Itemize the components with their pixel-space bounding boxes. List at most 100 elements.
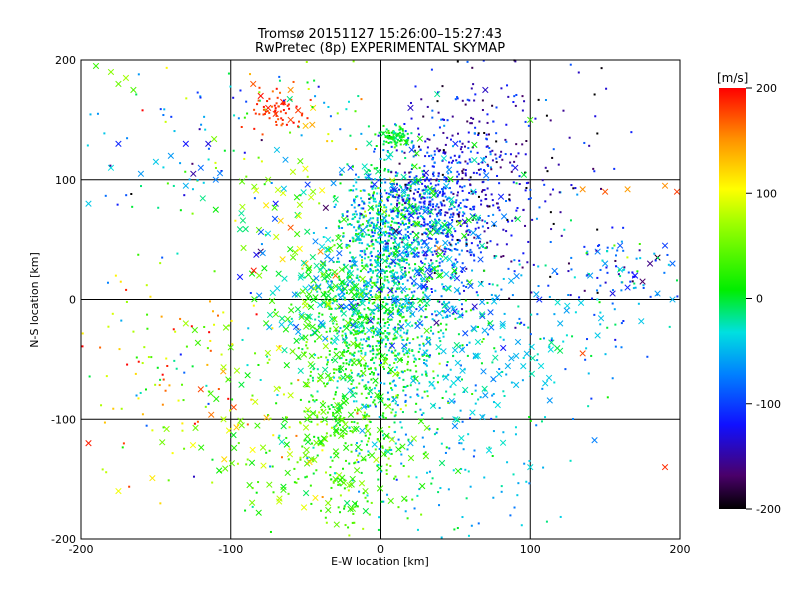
data-point-dot: [372, 347, 375, 350]
data-point-cross: [331, 338, 338, 346]
data-point-dot: [346, 276, 349, 279]
data-point-dot: [447, 172, 450, 175]
data-point-dot: [451, 216, 454, 219]
data-point-cross: [287, 246, 294, 253]
data-point-dot: [372, 401, 375, 404]
data-point-dot: [345, 345, 348, 348]
data-point-dot: [426, 471, 429, 474]
data-point-dot: [377, 463, 380, 466]
data-point-dot: [414, 203, 417, 206]
data-point-dot: [363, 281, 366, 284]
data-point-dot: [358, 304, 361, 307]
data-point-cross: [336, 242, 343, 250]
data-point-dot: [446, 233, 449, 236]
data-point-dot: [435, 431, 438, 434]
data-point-dot: [367, 271, 370, 274]
data-point-dot: [372, 327, 375, 330]
data-point-dot: [567, 294, 570, 297]
data-point-cross: [478, 298, 486, 306]
data-point-cross: [467, 282, 474, 290]
data-point-dot: [437, 91, 440, 94]
data-point-dot: [431, 116, 434, 119]
data-point-dot: [435, 260, 438, 263]
data-point-cross: [591, 437, 598, 444]
data-point-dot: [387, 192, 390, 195]
data-point-dot: [392, 207, 395, 210]
data-point-dot: [345, 108, 348, 111]
data-point-dot: [190, 325, 193, 328]
data-point-dot: [374, 255, 377, 258]
data-point-dot: [492, 430, 495, 433]
data-point-dot: [359, 250, 362, 253]
data-point-dot: [418, 145, 421, 148]
data-point-dot: [367, 405, 370, 408]
data-point-dot: [385, 302, 388, 305]
data-point-dot: [514, 426, 517, 429]
data-point-dot: [392, 131, 395, 134]
data-point-dot: [382, 416, 385, 419]
data-point-cross: [646, 260, 654, 267]
data-point-cross: [321, 416, 328, 423]
data-point-cross: [426, 246, 433, 254]
data-point-dot: [569, 294, 572, 297]
data-point-dot: [666, 253, 669, 256]
data-point-dot: [459, 364, 462, 367]
data-point-cross: [311, 456, 318, 463]
data-point-dot: [528, 482, 531, 485]
data-point-dot: [385, 358, 388, 361]
data-point-dot: [523, 100, 526, 103]
data-point-cross: [248, 459, 256, 466]
data-point-dot: [106, 281, 109, 284]
data-point-cross: [300, 259, 308, 267]
data-point-dot: [333, 434, 336, 437]
data-point-dot: [474, 93, 477, 96]
data-point-cross: [308, 194, 315, 201]
data-point-dot: [466, 225, 469, 228]
data-point-dot: [361, 331, 364, 334]
data-point-dot: [418, 488, 421, 491]
data-point-dot: [143, 346, 146, 349]
data-point-dot: [458, 204, 461, 207]
data-point-dot: [381, 430, 384, 433]
data-point-dot: [390, 452, 393, 455]
data-point-cross: [422, 249, 429, 257]
data-point-dot: [421, 354, 424, 357]
data-point-dot: [360, 338, 363, 341]
data-point-dot: [378, 131, 381, 134]
data-point-dot: [384, 214, 387, 217]
data-point-dot: [356, 412, 359, 415]
data-point-dot: [450, 201, 453, 204]
data-point-cross: [436, 251, 444, 258]
data-point-dot: [472, 205, 475, 208]
data-point-dot: [459, 202, 462, 205]
data-point-cross: [361, 414, 369, 421]
data-point-dot: [327, 133, 330, 136]
data-point-dot: [488, 283, 491, 286]
data-point-cross: [471, 214, 478, 221]
data-point-cross: [320, 271, 327, 278]
data-point-dot: [518, 259, 521, 262]
data-point-dot: [587, 273, 590, 276]
data-point-cross: [499, 320, 506, 327]
data-point-dot: [343, 505, 346, 508]
data-point-cross: [381, 358, 389, 365]
data-point-dot: [368, 233, 371, 236]
data-point-dot: [352, 313, 355, 316]
data-point-cross: [533, 291, 540, 298]
data-point-cross: [366, 140, 373, 147]
data-point-dot: [414, 188, 417, 191]
data-point-dot: [211, 458, 214, 461]
data-point-dot: [448, 187, 451, 190]
data-point-dot: [387, 170, 390, 173]
data-point-dot: [373, 361, 376, 364]
data-point-dot: [393, 130, 396, 133]
data-point-dot: [397, 352, 400, 355]
data-point-dot: [391, 388, 394, 391]
data-point-dot: [506, 461, 509, 464]
data-point-dot: [379, 200, 382, 203]
data-point-dot: [491, 454, 494, 457]
data-point-dot: [397, 506, 400, 509]
data-point-dot: [441, 229, 444, 232]
data-point-dot: [369, 217, 372, 220]
